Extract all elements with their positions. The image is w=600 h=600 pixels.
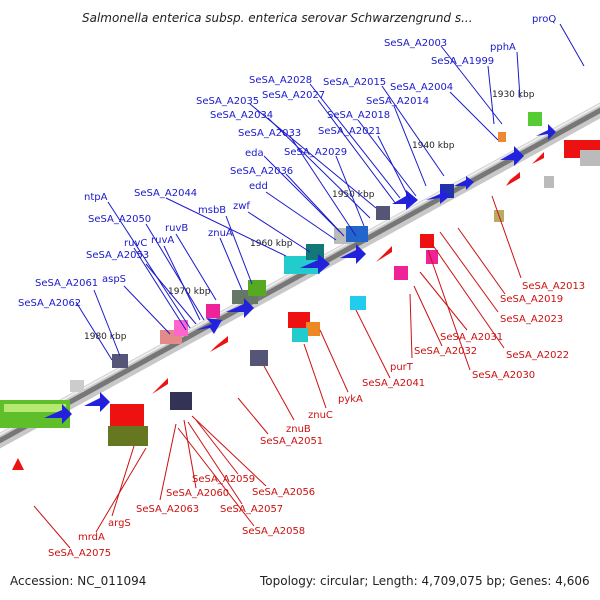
map-title: Salmonella enterica subsp. enterica sero… bbox=[82, 11, 473, 25]
gene-label[interactable]: SeSA_A2019 bbox=[500, 294, 563, 305]
gene-label[interactable]: SeSA_A2053 bbox=[86, 250, 149, 261]
gene-label[interactable]: ruvA bbox=[151, 235, 174, 246]
gene-label[interactable]: SeSA_A2060 bbox=[166, 488, 229, 499]
gene-label[interactable]: SeSA_A2041 bbox=[362, 378, 425, 389]
gene-label[interactable]: SeSA_A2003 bbox=[384, 38, 447, 49]
gene-label[interactable]: SeSA_A2033 bbox=[238, 128, 301, 139]
gene-label[interactable]: SeSA_A2057 bbox=[220, 504, 283, 515]
gene-label[interactable]: aspS bbox=[102, 274, 126, 285]
gene-label[interactable]: SeSA_A2027 bbox=[262, 90, 325, 101]
gene-label[interactable]: SeSA_A2013 bbox=[522, 281, 585, 292]
gene-label[interactable]: SeSA_A2061 bbox=[35, 278, 98, 289]
gene-label[interactable]: SeSA_A2056 bbox=[252, 487, 315, 498]
gene-label[interactable]: msbB bbox=[198, 205, 226, 216]
gene-label[interactable]: SeSA_A2031 bbox=[440, 332, 503, 343]
gene-label[interactable]: pphA bbox=[490, 42, 516, 53]
genome-summary: Topology: circular; Length: 4,709,075 bp… bbox=[260, 574, 590, 588]
gene-label[interactable]: eda bbox=[245, 148, 264, 159]
gene-label[interactable]: mrdA bbox=[78, 532, 105, 543]
kbp-label: 1950 kbp bbox=[332, 190, 375, 200]
gene-label[interactable]: SeSA_A2075 bbox=[48, 548, 111, 559]
gene-label[interactable]: ntpA bbox=[84, 192, 108, 203]
gene-label[interactable]: SeSA_A2028 bbox=[249, 75, 312, 86]
gene-label[interactable]: znuA bbox=[208, 228, 233, 239]
gene-label[interactable]: SeSA_A2062 bbox=[18, 298, 81, 309]
gene-label[interactable]: edd bbox=[249, 181, 268, 192]
gene-label[interactable]: zwf bbox=[233, 201, 250, 212]
forward-leader-lines bbox=[75, 23, 585, 361]
gene-label[interactable]: SeSA_A1999 bbox=[431, 56, 494, 67]
gene-label[interactable]: SeSA_A2029 bbox=[284, 147, 347, 158]
gene-label[interactable]: SeSA_A2050 bbox=[88, 214, 151, 225]
kbp-label: 1940 kbp bbox=[412, 141, 455, 151]
gene-label[interactable]: SeSA_A2035 bbox=[196, 96, 259, 107]
gene-label[interactable]: SeSA_A2063 bbox=[136, 504, 199, 515]
gene-label[interactable]: SeSA_A2018 bbox=[327, 110, 390, 121]
gene-label[interactable]: SeSA_A2051 bbox=[260, 436, 323, 447]
gene-label[interactable]: SeSA_A2044 bbox=[134, 188, 197, 199]
forward-gene-labels: proQ SeSA_A2003 pphA SeSA_A1999 SeSA_A20… bbox=[18, 14, 556, 309]
gene-label[interactable]: purT bbox=[390, 362, 414, 373]
gene-label[interactable]: SeSA_A2021 bbox=[318, 126, 381, 137]
gene-label[interactable]: SeSA_A2022 bbox=[506, 350, 569, 361]
kbp-label: 1970 kbp bbox=[168, 287, 211, 297]
gene-label[interactable]: pykA bbox=[338, 394, 363, 405]
gene-label[interactable]: SeSA_A2015 bbox=[323, 77, 386, 88]
accession-label: Accession: NC_011094 bbox=[10, 574, 147, 588]
gene-label[interactable]: argS bbox=[108, 518, 131, 529]
gene-label[interactable]: SeSA_A2059 bbox=[192, 474, 255, 485]
forward-features bbox=[0, 112, 556, 428]
gene-label[interactable]: SeSA_A2058 bbox=[242, 526, 305, 537]
kbp-label: 1930 kbp bbox=[492, 90, 535, 100]
gene-label[interactable]: proQ bbox=[532, 14, 556, 25]
gene-label[interactable]: SeSA_A2023 bbox=[500, 314, 563, 325]
gene-label[interactable]: znuB bbox=[286, 424, 311, 435]
gene-label[interactable]: znuC bbox=[308, 410, 333, 421]
gene-label[interactable]: SeSA_A2036 bbox=[230, 166, 293, 177]
reverse-leader-lines bbox=[33, 195, 522, 549]
gene-label[interactable]: SeSA_A2014 bbox=[366, 96, 429, 107]
reverse-gene-labels: SeSA_A2013 SeSA_A2019 SeSA_A2023 SeSA_A2… bbox=[48, 281, 585, 559]
gene-label[interactable]: SeSA_A2034 bbox=[210, 110, 273, 121]
kbp-label: 1980 kbp bbox=[84, 332, 127, 342]
gene-label[interactable]: SeSA_A2004 bbox=[390, 82, 453, 93]
gene-label[interactable]: SeSA_A2030 bbox=[472, 370, 535, 381]
gene-label[interactable]: SeSA_A2032 bbox=[414, 346, 477, 357]
gene-label[interactable]: ruvB bbox=[165, 223, 188, 234]
kbp-label: 1960 kbp bbox=[250, 239, 293, 249]
kbp-markers: 1930 kbp 1940 kbp 1950 kbp 1960 kbp 1970… bbox=[84, 90, 535, 342]
gene-label[interactable]: ruvC bbox=[124, 238, 147, 249]
